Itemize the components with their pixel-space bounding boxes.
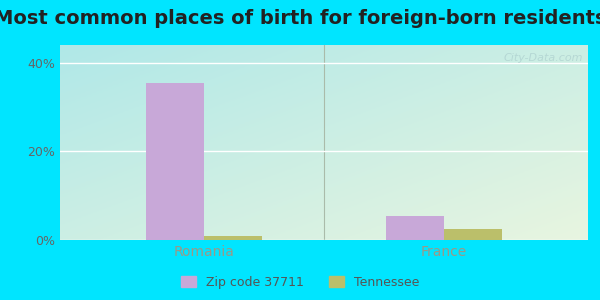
Legend: Zip code 37711, Tennessee: Zip code 37711, Tennessee xyxy=(176,271,424,294)
Bar xyxy=(386,216,444,240)
Bar xyxy=(444,229,502,240)
Text: Most common places of birth for foreign-born residents: Most common places of birth for foreign-… xyxy=(0,9,600,28)
Text: City-Data.com: City-Data.com xyxy=(503,53,583,63)
Bar xyxy=(146,83,204,240)
Bar xyxy=(204,236,262,240)
